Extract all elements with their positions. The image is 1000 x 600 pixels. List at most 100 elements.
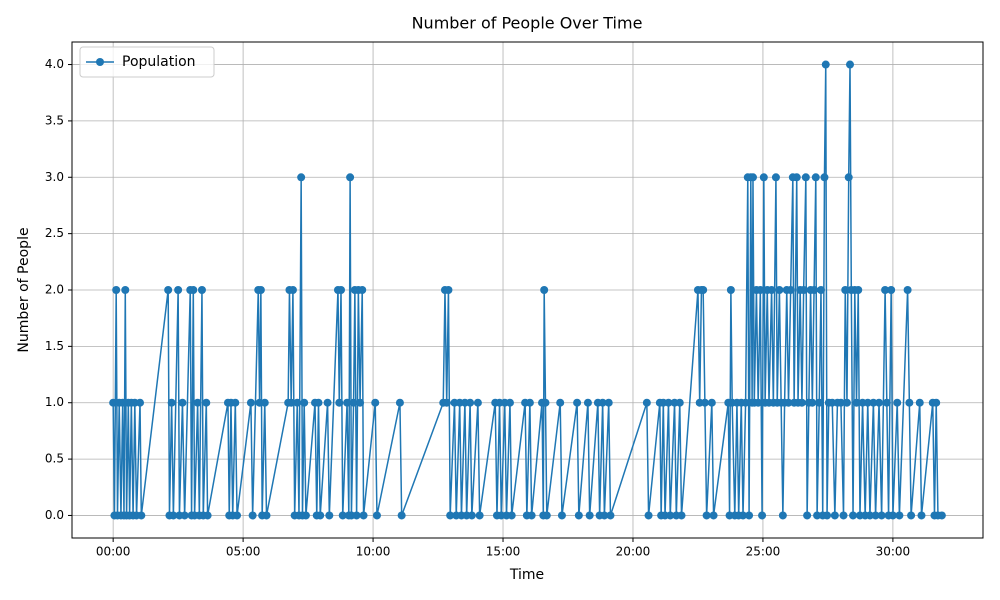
data-point	[799, 286, 808, 294]
data-point	[932, 398, 941, 407]
data-point	[337, 286, 346, 294]
x-tick-label: 25:00	[746, 545, 781, 559]
data-point	[808, 398, 817, 407]
data-point	[444, 286, 453, 294]
data-point	[869, 398, 878, 407]
data-point	[882, 398, 891, 407]
data-point	[644, 511, 653, 520]
data-point	[167, 398, 176, 407]
data-point	[863, 398, 872, 407]
data-point	[288, 286, 297, 294]
data-point	[325, 511, 334, 520]
data-point	[300, 398, 309, 407]
data-point	[442, 398, 451, 407]
data-point	[823, 511, 832, 520]
data-point	[915, 398, 924, 407]
data-point	[778, 511, 787, 520]
data-point	[666, 511, 675, 520]
data-point	[287, 398, 296, 407]
data-point	[395, 398, 404, 407]
y-tick-label: 0.5	[45, 452, 64, 466]
data-point	[821, 60, 830, 69]
y-axis-label: Number of People	[16, 227, 32, 352]
data-point	[803, 511, 812, 520]
data-point	[767, 286, 776, 294]
data-point	[726, 286, 735, 294]
y-tick-label: 1.0	[45, 395, 64, 409]
data-point	[865, 511, 874, 520]
data-point	[338, 511, 347, 520]
data-point	[507, 511, 516, 520]
data-point	[887, 286, 896, 294]
data-point	[248, 511, 257, 520]
data-point	[542, 511, 551, 520]
data-point	[702, 511, 711, 520]
data-point	[397, 511, 406, 520]
data-point	[854, 286, 863, 294]
data-point	[700, 398, 709, 407]
data-point	[903, 286, 912, 294]
data-point	[583, 398, 592, 407]
data-point	[260, 398, 269, 407]
data-point	[256, 286, 265, 294]
data-point	[797, 398, 806, 407]
data-point	[642, 398, 651, 407]
data-point	[759, 173, 768, 182]
data-point	[164, 286, 173, 294]
data-point	[189, 286, 198, 294]
plot-frame	[71, 41, 984, 539]
data-point	[359, 511, 368, 520]
data-point	[314, 398, 323, 407]
data-point	[600, 511, 609, 520]
data-point	[937, 511, 946, 520]
data-point	[801, 173, 810, 182]
data-point	[811, 173, 820, 182]
data-point	[739, 511, 748, 520]
data-point	[346, 173, 355, 182]
data-point	[323, 398, 332, 407]
data-point	[358, 286, 367, 294]
data-point	[372, 511, 381, 520]
data-point	[178, 398, 187, 407]
data-point	[893, 398, 902, 407]
y-tick-label: 3.5	[45, 113, 64, 127]
data-point	[839, 511, 848, 520]
data-point	[707, 398, 716, 407]
y-tick-label: 3.0	[45, 170, 64, 184]
data-point	[792, 173, 801, 182]
data-point	[748, 173, 757, 182]
x-tick-label: 15:00	[486, 545, 521, 559]
data-point	[197, 286, 206, 294]
y-tick-label: 2.5	[45, 226, 64, 240]
data-point	[573, 398, 582, 407]
data-point	[174, 286, 183, 294]
data-point	[137, 511, 146, 520]
x-tick-label: 30:00	[876, 545, 911, 559]
data-point	[877, 511, 886, 520]
x-tick-label: 10:00	[356, 545, 391, 559]
data-point	[842, 398, 851, 407]
data-point	[888, 511, 897, 520]
data-point	[556, 398, 565, 407]
data-point	[540, 286, 549, 294]
legend-label: Population	[122, 54, 196, 70]
data-point	[699, 286, 708, 294]
data-point	[758, 511, 767, 520]
chart-title: Number of People Over Time	[412, 14, 643, 33]
data-point	[118, 398, 127, 407]
data-point	[917, 511, 926, 520]
data-point	[756, 286, 765, 294]
data-point	[849, 511, 858, 520]
data-point	[820, 173, 829, 182]
x-axis-label: Time	[509, 567, 544, 583]
data-point	[881, 286, 890, 294]
y-tick-label: 0.0	[45, 508, 64, 522]
data-point	[786, 286, 795, 294]
data-point	[180, 511, 189, 520]
data-point	[844, 173, 853, 182]
data-point	[841, 286, 850, 294]
data-point	[112, 286, 121, 294]
data-point	[709, 511, 718, 520]
data-point	[875, 398, 884, 407]
